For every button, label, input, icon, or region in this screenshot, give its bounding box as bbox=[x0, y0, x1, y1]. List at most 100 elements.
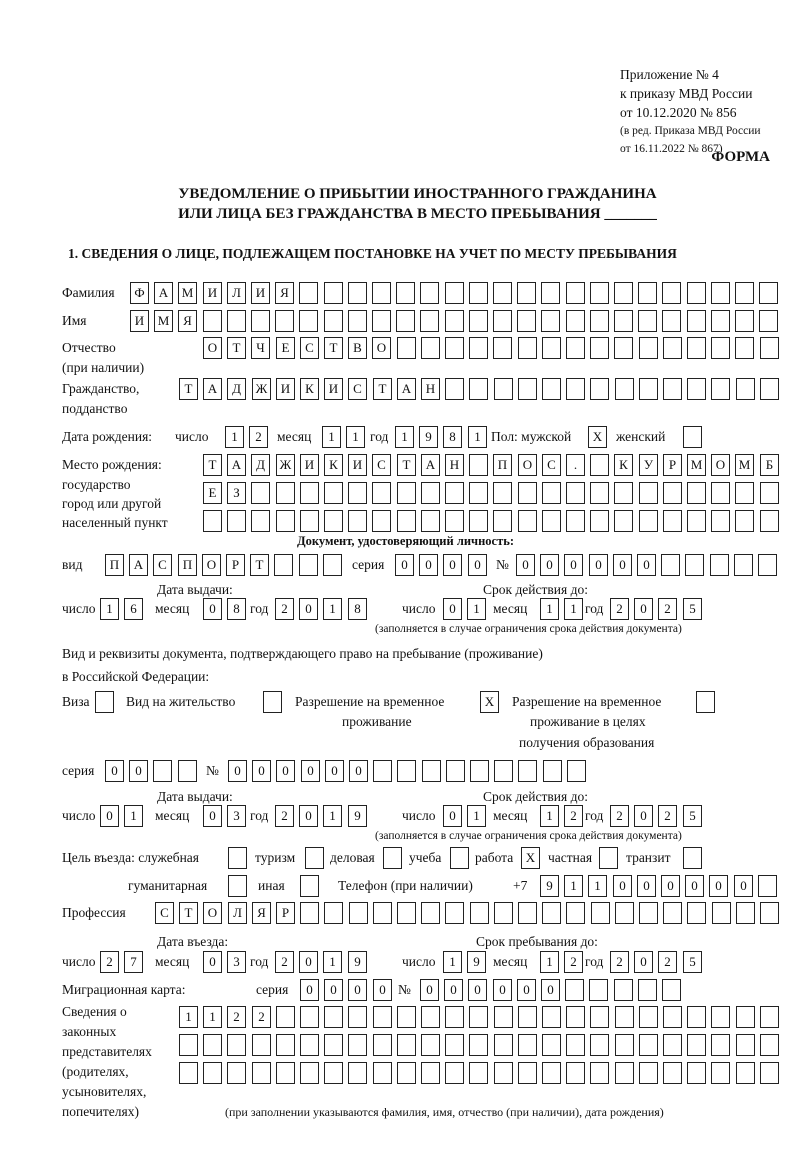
stay-until-year-cell[interactable]: 2 bbox=[610, 951, 629, 973]
stay-valid-day-cell[interactable]: 1 bbox=[467, 805, 486, 827]
birthplace-row3-cell[interactable] bbox=[590, 510, 609, 532]
surname-cell[interactable]: И bbox=[203, 282, 222, 304]
id-valid-day-cell[interactable]: 0 bbox=[443, 598, 462, 620]
stay-valid-month-cell[interactable]: 1 bbox=[540, 805, 559, 827]
profession-cell[interactable] bbox=[687, 902, 706, 924]
birthplace-row1-cell[interactable]: М bbox=[687, 454, 706, 476]
citizenship-cell[interactable] bbox=[615, 378, 634, 400]
representatives-row1-cell[interactable] bbox=[542, 1006, 561, 1028]
stay-number-cell[interactable] bbox=[567, 760, 586, 782]
purpose-official-checkbox[interactable] bbox=[228, 847, 247, 869]
id-valid-year-cell[interactable]: 0 bbox=[634, 598, 653, 620]
representatives-row2-cell[interactable] bbox=[348, 1034, 367, 1056]
representatives-row3-cell[interactable] bbox=[445, 1062, 464, 1084]
birthplace-row3-cell[interactable] bbox=[203, 510, 222, 532]
patronymic-cell[interactable]: Т bbox=[324, 337, 343, 359]
id-number-cell[interactable] bbox=[758, 554, 777, 576]
id-issue-year-cell[interactable]: 8 bbox=[348, 598, 367, 620]
surname-cell[interactable]: Я bbox=[275, 282, 294, 304]
sex-female-checkbox[interactable] bbox=[683, 426, 702, 448]
name-cell[interactable] bbox=[251, 310, 270, 332]
mig-series-cell[interactable]: 0 bbox=[373, 979, 392, 1001]
surname-cell[interactable]: А bbox=[154, 282, 173, 304]
birthplace-row3-cell[interactable] bbox=[397, 510, 416, 532]
representatives-row1-cell[interactable] bbox=[348, 1006, 367, 1028]
representatives-row3-cell[interactable] bbox=[179, 1062, 198, 1084]
purpose-humanitarian-checkbox[interactable] bbox=[228, 875, 247, 897]
birthplace-row1-cell[interactable]: Т bbox=[397, 454, 416, 476]
birthplace-row1-cell[interactable]: . bbox=[566, 454, 585, 476]
birthplace-row3-cell[interactable] bbox=[324, 510, 343, 532]
representatives-row3-cell[interactable] bbox=[760, 1062, 779, 1084]
id-number-cell[interactable]: 0 bbox=[540, 554, 559, 576]
representatives-row3-cell[interactable] bbox=[227, 1062, 246, 1084]
surname-cell[interactable] bbox=[396, 282, 415, 304]
stay-until-month-cell[interactable]: 2 bbox=[564, 951, 583, 973]
birthplace-row1-cell[interactable] bbox=[590, 454, 609, 476]
representatives-row1-cell[interactable]: 2 bbox=[227, 1006, 246, 1028]
profession-cell[interactable]: Р bbox=[276, 902, 295, 924]
profession-cell[interactable]: Я bbox=[252, 902, 271, 924]
patronymic-cell[interactable] bbox=[614, 337, 633, 359]
entry-day-cell[interactable]: 2 bbox=[100, 951, 119, 973]
representatives-row3-cell[interactable] bbox=[615, 1062, 634, 1084]
birthplace-row3-cell[interactable] bbox=[735, 510, 754, 532]
id-series-cell[interactable]: 0 bbox=[395, 554, 414, 576]
phone-cell[interactable]: 0 bbox=[637, 875, 656, 897]
representatives-row1-cell[interactable] bbox=[590, 1006, 609, 1028]
representatives-row1-cell[interactable] bbox=[494, 1006, 513, 1028]
representatives-row3-cell[interactable] bbox=[566, 1062, 585, 1084]
id-issue-year-cell[interactable]: 0 bbox=[299, 598, 318, 620]
birthplace-row3-cell[interactable] bbox=[639, 510, 658, 532]
profession-cell[interactable] bbox=[760, 902, 779, 924]
representatives-row1-cell[interactable] bbox=[324, 1006, 343, 1028]
representatives-row1-cell[interactable]: 2 bbox=[252, 1006, 271, 1028]
purpose-transit-checkbox[interactable] bbox=[683, 847, 702, 869]
patronymic-cell[interactable] bbox=[493, 337, 512, 359]
profession-cell[interactable]: О bbox=[203, 902, 222, 924]
id-kind-cell[interactable] bbox=[274, 554, 293, 576]
birthplace-row2-cell[interactable] bbox=[251, 482, 270, 504]
profession-cell[interactable] bbox=[518, 902, 537, 924]
surname-cell[interactable] bbox=[469, 282, 488, 304]
id-issue-day-cell[interactable]: 1 bbox=[100, 598, 119, 620]
birthplace-row3-cell[interactable] bbox=[711, 510, 730, 532]
birthplace-row2-cell[interactable] bbox=[639, 482, 658, 504]
id-series-cell[interactable]: 0 bbox=[419, 554, 438, 576]
representatives-row2-cell[interactable] bbox=[639, 1034, 658, 1056]
name-cell[interactable] bbox=[445, 310, 464, 332]
stay-valid-year-cell[interactable]: 5 bbox=[683, 805, 702, 827]
phone-cell[interactable] bbox=[758, 875, 777, 897]
representatives-row2-cell[interactable] bbox=[711, 1034, 730, 1056]
id-kind-cell[interactable]: О bbox=[202, 554, 221, 576]
representatives-row2-cell[interactable] bbox=[494, 1034, 513, 1056]
representatives-row2-cell[interactable] bbox=[300, 1034, 319, 1056]
stay-until-day-cell[interactable]: 9 bbox=[467, 951, 486, 973]
profession-cell[interactable] bbox=[349, 902, 368, 924]
name-cell[interactable]: И bbox=[130, 310, 149, 332]
mig-series-cell[interactable]: 0 bbox=[324, 979, 343, 1001]
id-issue-month-cell[interactable]: 0 bbox=[203, 598, 222, 620]
birthplace-row3-cell[interactable] bbox=[227, 510, 246, 532]
birthplace-row1-cell[interactable]: У bbox=[639, 454, 658, 476]
id-number-cell[interactable] bbox=[734, 554, 753, 576]
name-cell[interactable] bbox=[517, 310, 536, 332]
name-cell[interactable] bbox=[493, 310, 512, 332]
surname-cell[interactable] bbox=[590, 282, 609, 304]
phone-cell[interactable]: 0 bbox=[661, 875, 680, 897]
surname-cell[interactable] bbox=[420, 282, 439, 304]
profession-cell[interactable] bbox=[663, 902, 682, 924]
id-valid-year-cell[interactable]: 2 bbox=[610, 598, 629, 620]
surname-cell[interactable] bbox=[348, 282, 367, 304]
patronymic-cell[interactable] bbox=[445, 337, 464, 359]
birthplace-row2-cell[interactable] bbox=[663, 482, 682, 504]
birthplace-row3-cell[interactable] bbox=[421, 510, 440, 532]
stay-issue-year-cell[interactable]: 1 bbox=[323, 805, 342, 827]
representatives-row3-cell[interactable] bbox=[711, 1062, 730, 1084]
surname-cell[interactable]: М bbox=[178, 282, 197, 304]
name-cell[interactable] bbox=[469, 310, 488, 332]
id-number-cell[interactable]: 0 bbox=[637, 554, 656, 576]
mig-number-cell[interactable]: 0 bbox=[420, 979, 439, 1001]
id-number-cell[interactable] bbox=[661, 554, 680, 576]
rvp-edu-checkbox[interactable] bbox=[696, 691, 715, 713]
